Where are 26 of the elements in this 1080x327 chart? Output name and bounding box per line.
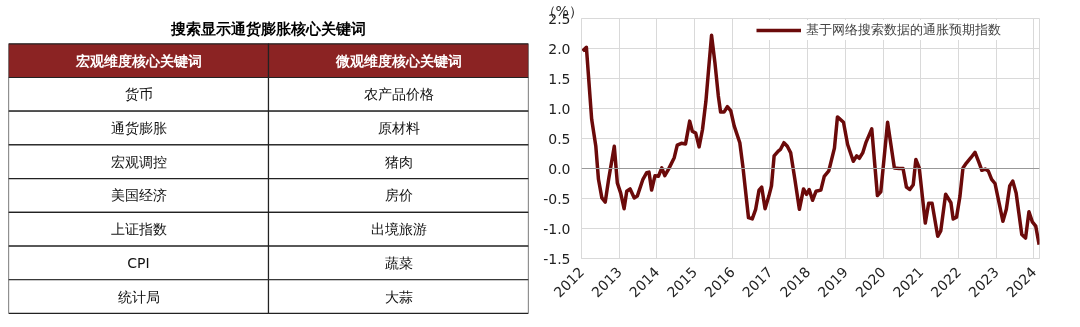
y-tick-label: 0.0: [548, 160, 571, 177]
text: 房价: [384, 187, 413, 204]
text: 货币: [124, 86, 153, 103]
text: 宏观维度核心关键词: [74, 52, 202, 69]
text: 搜索显示通货膨胀核心关键词: [170, 20, 366, 38]
y-tick-label: -1.5: [543, 250, 571, 267]
text: 通货膨胀: [110, 120, 167, 137]
text: 宏观调控: [110, 153, 167, 170]
text: 农产品价格: [363, 86, 434, 103]
text: CPI: [127, 254, 150, 271]
text: 蔬菜: [384, 254, 413, 271]
y-tick-label: -0.5: [543, 190, 571, 207]
y-tick-label: 2.0: [548, 40, 571, 57]
y-tick-label: 1.5: [548, 70, 571, 87]
text: 微观维度核心关键词: [334, 52, 462, 69]
y-tick-label: -1.0: [543, 220, 571, 237]
text: 猪肉: [384, 153, 413, 170]
y-tick-label: 0.5: [548, 130, 571, 147]
text: 统计局: [117, 288, 160, 305]
text: 上证指数: [110, 221, 167, 238]
text: 美国经济: [110, 187, 167, 204]
y-tick-label: 1.0: [548, 100, 571, 117]
text: 原材料: [377, 120, 420, 137]
text: 出境旅游: [370, 221, 427, 238]
text: 大蒜: [384, 288, 413, 305]
legend-label: 基于网络搜索数据的通胀预期指数: [806, 21, 1001, 39]
